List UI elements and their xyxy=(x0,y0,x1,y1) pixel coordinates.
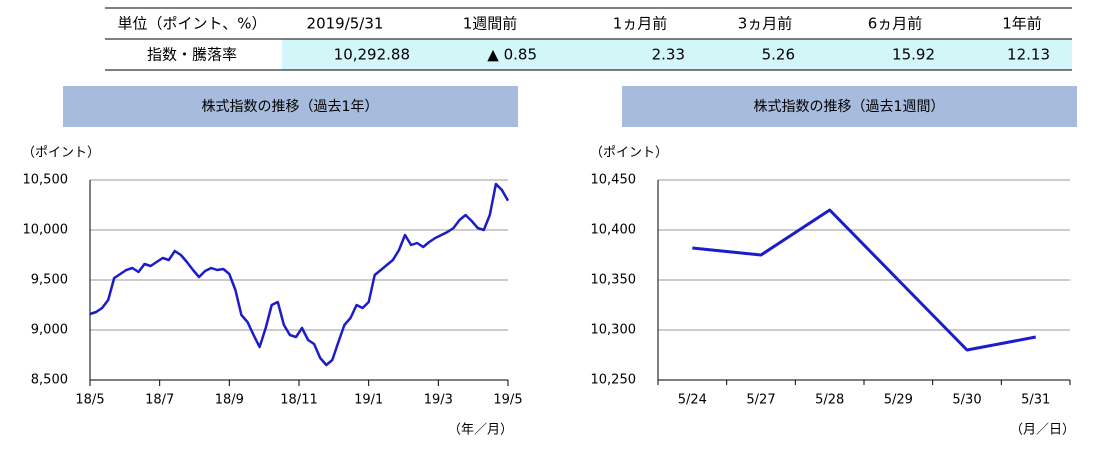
y-tick-label: 10,350 xyxy=(591,273,637,288)
y-axis-label: （ポイント） xyxy=(22,146,100,161)
table-cell: 2.33 xyxy=(652,46,685,64)
y-tick-label: 10,400 xyxy=(591,223,637,238)
x-tick-label: 5/30 xyxy=(952,393,981,408)
table-header: 単位（ポイント、%） xyxy=(118,15,267,33)
table-header: 1週間前 xyxy=(463,15,518,33)
x-tick-label: 5/31 xyxy=(1021,393,1050,408)
table-header: 2019/5/31 xyxy=(307,15,384,33)
x-axis-label: （年／月） xyxy=(448,423,513,438)
x-tick-label: 18/5 xyxy=(75,393,104,408)
y-tick-label: 8,500 xyxy=(31,373,68,388)
x-tick-label: 19/5 xyxy=(493,393,522,408)
table-cell: 5.26 xyxy=(762,46,795,64)
table-header: 1ヵ月前 xyxy=(613,15,668,33)
y-tick-label: 10,250 xyxy=(591,373,637,388)
x-tick-label: 19/1 xyxy=(354,393,383,408)
table-cell: 12.13 xyxy=(1007,46,1050,64)
title-banner xyxy=(622,86,1077,127)
row-bg xyxy=(282,39,1072,70)
y-tick-label: 10,000 xyxy=(23,223,69,238)
x-tick-label: 5/28 xyxy=(815,393,844,408)
y-tick-label: 10,500 xyxy=(23,173,69,188)
table-cell: 10,292.88 xyxy=(334,46,410,64)
x-tick-label: 18/11 xyxy=(280,393,317,408)
x-tick-label: 5/24 xyxy=(678,393,707,408)
table-header: 3ヵ月前 xyxy=(738,15,793,33)
data-line xyxy=(89,182,510,367)
y-axis-label: （ポイント） xyxy=(590,146,668,161)
chart-title: 株式指数の推移（過去1年） xyxy=(202,99,379,115)
x-tick-label: 19/3 xyxy=(424,393,453,408)
y-tick-label: 9,500 xyxy=(31,273,68,288)
chart-title: 株式指数の推移（過去1週間） xyxy=(754,99,945,115)
title-banner xyxy=(63,86,518,127)
x-tick-label: 5/29 xyxy=(884,393,913,408)
x-tick-label: 5/27 xyxy=(746,393,775,408)
table-cell: 指数・騰落率 xyxy=(147,46,237,64)
table-header: 6ヵ月前 xyxy=(868,15,923,33)
x-tick-label: 18/9 xyxy=(215,393,244,408)
table-cell: 15.92 xyxy=(892,46,935,64)
data-line xyxy=(692,208,1036,352)
table-cell: ▲ 0.85 xyxy=(487,46,537,64)
table-header: 1年前 xyxy=(1002,15,1042,33)
summary-table: 単位（ポイント、%） 2019/5/31 1週間前 1ヵ月前 3ヵ月前 6ヵ月前 1年前指数… xyxy=(105,7,1072,71)
x-axis-label: （月／日） xyxy=(1010,423,1075,438)
y-tick-label: 10,300 xyxy=(591,323,637,338)
x-tick-label: 18/7 xyxy=(145,393,174,408)
y-tick-label: 9,000 xyxy=(31,323,68,338)
y-tick-label: 10,450 xyxy=(591,173,637,188)
